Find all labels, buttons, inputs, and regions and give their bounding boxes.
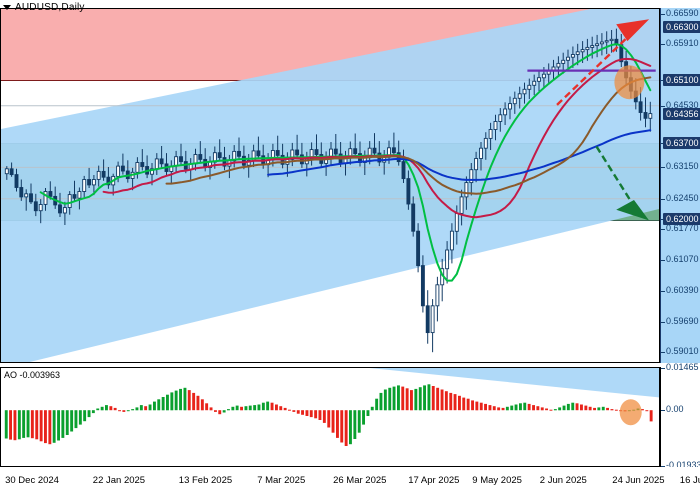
price-tick-label: 0.66590 [666, 7, 699, 18]
ao-tick-mark [661, 368, 665, 369]
price-tick-label: 0.63150 [666, 161, 699, 172]
price-tick-label: 0.61770 [666, 223, 699, 233]
price-tag-level[interactable]: 0.65100 [663, 74, 700, 87]
ao-indicator-label: AO -0.003963 [4, 370, 61, 380]
chevron-down-icon[interactable] [3, 4, 11, 10]
price-tick-mark [661, 167, 665, 169]
price-tick-label: 0.62450 [666, 192, 699, 203]
ao-axis[interactable]: 0.01465 0.00 -0.019338 [660, 362, 700, 470]
ao-plot-area[interactable] [1, 368, 659, 466]
price-tick-label: 0.64530 [666, 99, 699, 110]
price-tick-mark [661, 290, 665, 292]
ao-tick-label: 0.01465 [666, 362, 699, 372]
price-axis[interactable]: 0.66590 0.65910 0.65100 0.64530 0.63700 0.631… [660, 8, 700, 363]
price-tick-label: 0.65910 [666, 38, 699, 49]
symbol-period-label: AUDUSD,Daily [15, 1, 85, 13]
date-tick-label: 17 Apr 2025 [408, 475, 460, 486]
price-tick-label: 0.59690 [666, 315, 699, 326]
date-tick-label: 13 Feb 2025 [178, 475, 233, 486]
date-tick-label: 16 Jul 2025 [679, 475, 700, 486]
price-tick-mark [661, 352, 665, 354]
date-tick-label: 24 Jun 2025 [612, 475, 665, 486]
date-axis[interactable]: 30 Dec 2024 22 Jan 2025 13 Feb 2025 7 Mar 2… [0, 467, 700, 500]
price-series [1, 28, 659, 353]
date-tick-label: 2 Jun 2025 [539, 475, 587, 486]
date-tick-label: 7 Mar 2025 [257, 475, 306, 486]
price-tick-mark [661, 229, 665, 230]
date-tick-label: 9 May 2025 [472, 475, 522, 486]
price-tick-label: 0.59010 [666, 346, 699, 357]
ao-tick-label: 0.00 [666, 404, 684, 415]
ao-tick-label: -0.019338 [666, 460, 700, 470]
price-tick-mark [661, 260, 665, 262]
price-tick-label: 0.61070 [666, 254, 699, 265]
ao-histogram [4, 384, 653, 446]
price-tick-mark [661, 44, 665, 46]
ao-tick-mark [661, 466, 665, 467]
price-plot-area[interactable] [1, 9, 659, 362]
ao-channel-overlay [1, 368, 659, 466]
price-tag-last-price[interactable]: 0.64356 [663, 107, 700, 120]
date-tick-label: 30 Dec 2024 [5, 475, 59, 486]
price-tick-mark [661, 13, 665, 15]
ascending-channel [1, 9, 659, 362]
price-tick-mark [661, 321, 665, 323]
date-tick-label: 22 Jan 2025 [92, 475, 146, 486]
price-tick-mark [661, 105, 665, 107]
price-tag-level[interactable]: 0.66300 [663, 20, 700, 33]
price-tag-level[interactable]: 0.63700 [663, 136, 700, 149]
price-tick-label: 0.60390 [666, 284, 699, 295]
ao-tick-mark [661, 410, 665, 412]
price-tag-level[interactable]: 0.62000 [663, 212, 700, 225]
date-tick-label: 26 Mar 2025 [333, 475, 387, 486]
price-tick-mark [661, 198, 665, 200]
chart-title-bar[interactable]: AUDUSD,Daily [0, 0, 660, 14]
